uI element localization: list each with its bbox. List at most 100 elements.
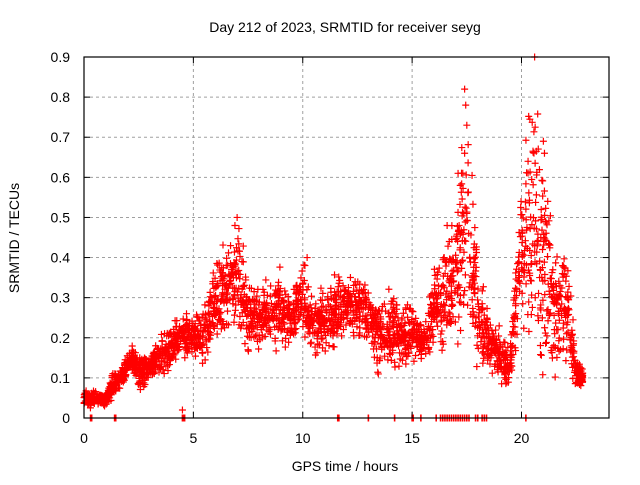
data-point [241, 340, 249, 348]
data-point [121, 372, 129, 380]
data-point [313, 349, 321, 357]
data-point [171, 317, 179, 325]
data-point [521, 198, 529, 206]
data-point [539, 177, 547, 185]
data-point [542, 219, 550, 227]
data-point [551, 373, 559, 381]
data-point [204, 348, 212, 356]
data-point [453, 230, 461, 238]
data-point [324, 296, 332, 304]
data-point [412, 352, 420, 360]
data-point [462, 171, 470, 179]
data-point [472, 273, 480, 281]
data-point [235, 267, 243, 275]
data-point [530, 224, 538, 232]
data-point [565, 296, 573, 304]
data-point [440, 301, 448, 309]
data-point [259, 285, 267, 293]
data-point [456, 181, 464, 189]
data-point [573, 363, 581, 371]
data-point [558, 270, 566, 278]
data-point [544, 317, 552, 325]
data-point [226, 260, 234, 268]
data-point [564, 267, 572, 275]
data-point [245, 296, 253, 304]
data-point [511, 323, 519, 331]
data-point [160, 370, 168, 378]
data-point [575, 368, 583, 376]
data-point [475, 313, 483, 321]
data-point [260, 321, 268, 329]
data-point [359, 290, 367, 298]
data-point [315, 324, 323, 332]
data-point [567, 336, 575, 344]
data-point [439, 306, 447, 314]
data-point [538, 226, 546, 234]
data-point [181, 354, 189, 362]
data-point [368, 304, 376, 312]
data-point [158, 351, 166, 359]
data-point [383, 320, 391, 328]
data-point [525, 199, 533, 207]
data-point [344, 309, 352, 317]
data-point [195, 317, 203, 325]
data-point [276, 263, 284, 271]
data-point [511, 284, 519, 292]
data-point [498, 343, 506, 351]
data-point [300, 276, 308, 284]
data-point [225, 249, 233, 257]
data-point [257, 326, 265, 334]
data-point [412, 314, 420, 322]
data-point [246, 307, 254, 315]
data-point [205, 297, 213, 305]
data-point [536, 266, 544, 274]
data-point [280, 320, 288, 328]
data-point [454, 208, 462, 216]
data-point [363, 312, 371, 320]
data-point [512, 300, 520, 308]
data-point [136, 386, 144, 394]
data-point [568, 345, 576, 353]
data-point [248, 327, 256, 335]
data-point [158, 363, 166, 371]
data-point [532, 198, 540, 206]
data-point [304, 328, 312, 336]
data-point [311, 304, 319, 312]
data-point [231, 311, 239, 319]
data-point [116, 384, 124, 392]
data-point [225, 270, 233, 278]
data-point [562, 306, 570, 314]
data-point [301, 333, 309, 341]
data-point [348, 320, 356, 328]
data-point [331, 271, 339, 279]
data-point [327, 288, 335, 296]
data-point [430, 265, 438, 273]
data-point [219, 281, 227, 289]
data-point [306, 316, 314, 324]
data-point [459, 230, 467, 238]
data-point [464, 189, 472, 197]
data-point [483, 315, 491, 323]
data-point [285, 338, 293, 346]
data-point [473, 249, 481, 257]
data-point [232, 301, 240, 309]
data-point [520, 324, 528, 332]
data-point [298, 267, 306, 275]
data-point [542, 217, 550, 225]
data-point [531, 123, 539, 131]
data-point [258, 334, 266, 342]
data-point [537, 351, 545, 359]
data-point [512, 310, 520, 318]
data-point [567, 292, 575, 300]
data-point [562, 313, 570, 321]
x-tick-label: 5 [189, 430, 197, 446]
data-point [560, 255, 568, 263]
data-point [559, 345, 567, 353]
data-point [522, 242, 530, 250]
data-point [292, 290, 300, 298]
data-point [410, 357, 418, 365]
data-point [414, 342, 422, 350]
grid-lines [84, 57, 609, 418]
data-point [569, 316, 577, 324]
data-point [317, 335, 325, 343]
